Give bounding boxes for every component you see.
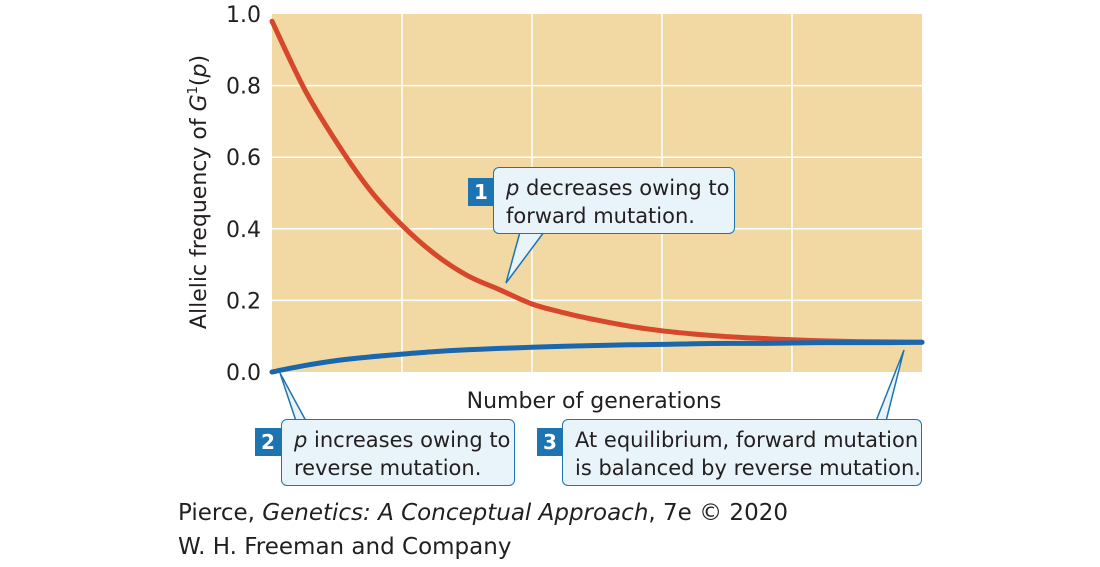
callout-1-line1: decreases owing to xyxy=(519,176,730,200)
callout-3: At equilibrium, forward mutation is bala… xyxy=(562,419,922,486)
callout-2-number: 2 xyxy=(255,428,281,456)
credit-publisher: W. H. Freeman and Company xyxy=(178,534,512,560)
y-axis-label: Allelic frequency of G1(p) xyxy=(186,55,212,329)
credit-book: Genetics: A Conceptual Approach xyxy=(262,500,649,526)
callout-1-number: 1 xyxy=(468,178,494,206)
credit-edition: , 7e © 2020 xyxy=(648,500,788,526)
callout-2-var: p xyxy=(294,428,308,452)
y-tick-label: 0.0 xyxy=(226,361,261,386)
callout-2-line1: increases owing to xyxy=(307,428,511,452)
callout-1-var: p xyxy=(506,176,520,200)
callout-2-line2: reverse mutation. xyxy=(294,456,482,480)
callout-1: p decreases owing to forward mutation. xyxy=(493,167,735,234)
y-tick-label: 0.8 xyxy=(226,75,261,100)
callout-2: p increases owing to reverse mutation. xyxy=(281,419,515,486)
x-axis-label: Number of generations xyxy=(467,389,722,414)
callout-3-line1: At equilibrium, forward mutation xyxy=(575,428,919,452)
y-tick-label: 0.4 xyxy=(226,218,261,243)
callout-3-line2: is balanced by reverse mutation. xyxy=(575,456,921,480)
credit-line-1: Pierce, Genetics: A Conceptual Approach,… xyxy=(178,498,788,528)
credit-author: Pierce, xyxy=(178,500,263,526)
y-tick-labels: 0.0 0.2 0.4 0.6 0.8 1.0 xyxy=(226,3,261,386)
series-lines xyxy=(269,18,925,375)
callout-1-line2: forward mutation. xyxy=(506,204,695,228)
y-tick-label: 0.2 xyxy=(226,289,261,314)
series-line-reverse xyxy=(269,339,925,375)
y-tick-label: 0.6 xyxy=(226,146,261,171)
callout-3-number: 3 xyxy=(537,428,563,456)
y-tick-label: 1.0 xyxy=(226,3,261,28)
callout-2-pointer xyxy=(279,372,308,422)
